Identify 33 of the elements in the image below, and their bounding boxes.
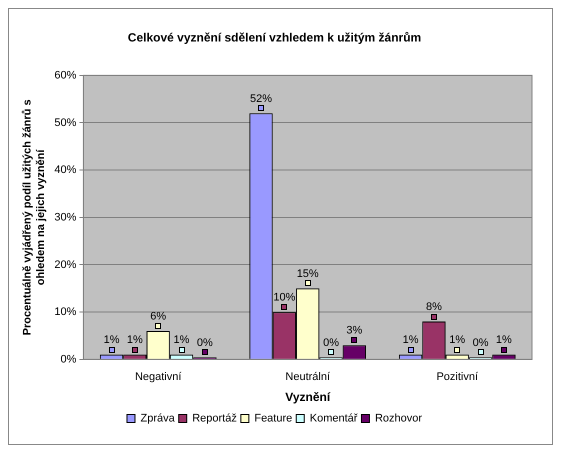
y-tick-label: 0% (60, 353, 77, 366)
chart-title: Celkové vyznění sdělení vzhledem k užitým žánrům (128, 30, 422, 45)
legend-label: Zpráva (140, 412, 176, 425)
data-label: 0% (196, 336, 213, 349)
y-tick-label: 30% (54, 211, 77, 224)
data-label: 1% (496, 334, 512, 346)
y-tick-label: 50% (54, 116, 77, 129)
data-label: 1% (126, 334, 144, 346)
y-tick-label: 20% (54, 258, 77, 271)
data-label: 10% (273, 292, 296, 304)
data-label: 0% (323, 336, 340, 349)
data-label: 3% (346, 324, 363, 337)
data-label: 0% (472, 336, 489, 349)
x-tick-label: Neutrální (285, 371, 331, 384)
y-axis-title: Procentuálně vyjádřený podíl užitých žánrů s ohledem na jejich vyznění (22, 99, 47, 336)
data-label: 1% (402, 334, 419, 346)
x-axis-title: Vyznění (285, 390, 331, 404)
x-tick-label: Negativní (134, 371, 182, 384)
data-label: 6% (150, 310, 166, 323)
data-label: 1% (104, 334, 120, 346)
data-label: 8% (426, 301, 442, 314)
data-label: 1% (174, 334, 190, 346)
y-tick-label: 10% (54, 306, 77, 318)
legend-label: Rozhovor (374, 412, 422, 425)
x-tick-label: Pozitivní (436, 371, 479, 384)
legend-label: Reportáž (192, 412, 237, 425)
data-label: 15% (296, 268, 319, 280)
y-tick-label: 60% (54, 69, 77, 82)
legend-label: Feature (254, 412, 292, 425)
data-label: 52% (250, 92, 272, 105)
legend-label: Komentář (310, 412, 358, 425)
data-label: 1% (449, 334, 466, 346)
y-tick-label: 40% (54, 164, 77, 176)
